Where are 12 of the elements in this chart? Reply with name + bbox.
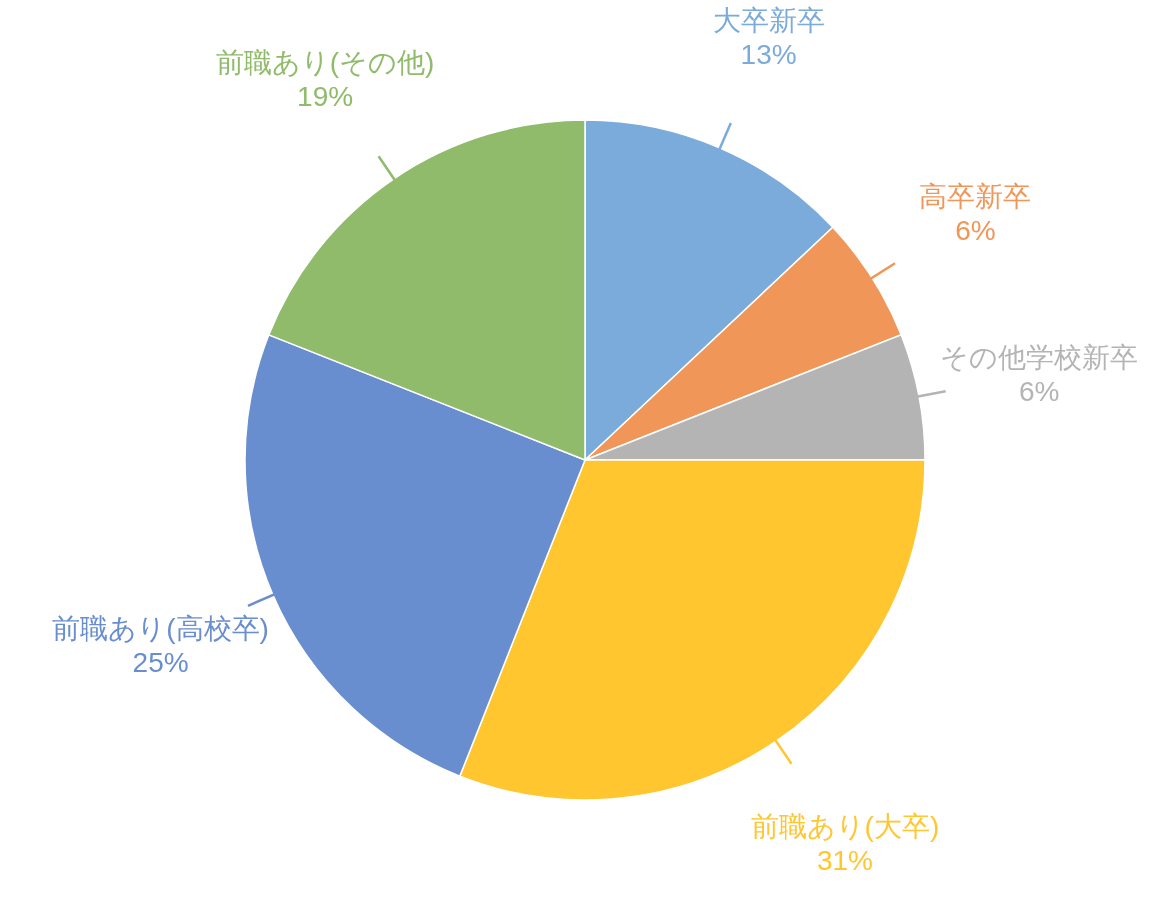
data-label: 6% (955, 215, 996, 247)
data-label: 19% (297, 80, 354, 112)
slice-label: 大卒新卒 (712, 4, 825, 36)
slice-label: 前職あり(その他) (215, 46, 435, 78)
data-label: 25% (132, 646, 189, 678)
data-label: 13% (740, 38, 797, 70)
slice-label: その他学校新卒 (940, 342, 1139, 374)
slice-label: 高卒新卒 (919, 181, 1032, 213)
data-label: 31% (816, 845, 873, 877)
slice-label: 前職あり(高校卒) (52, 612, 269, 644)
slice-label: 前職あり(大卒) (750, 811, 940, 843)
data-label: 6% (1018, 376, 1060, 408)
